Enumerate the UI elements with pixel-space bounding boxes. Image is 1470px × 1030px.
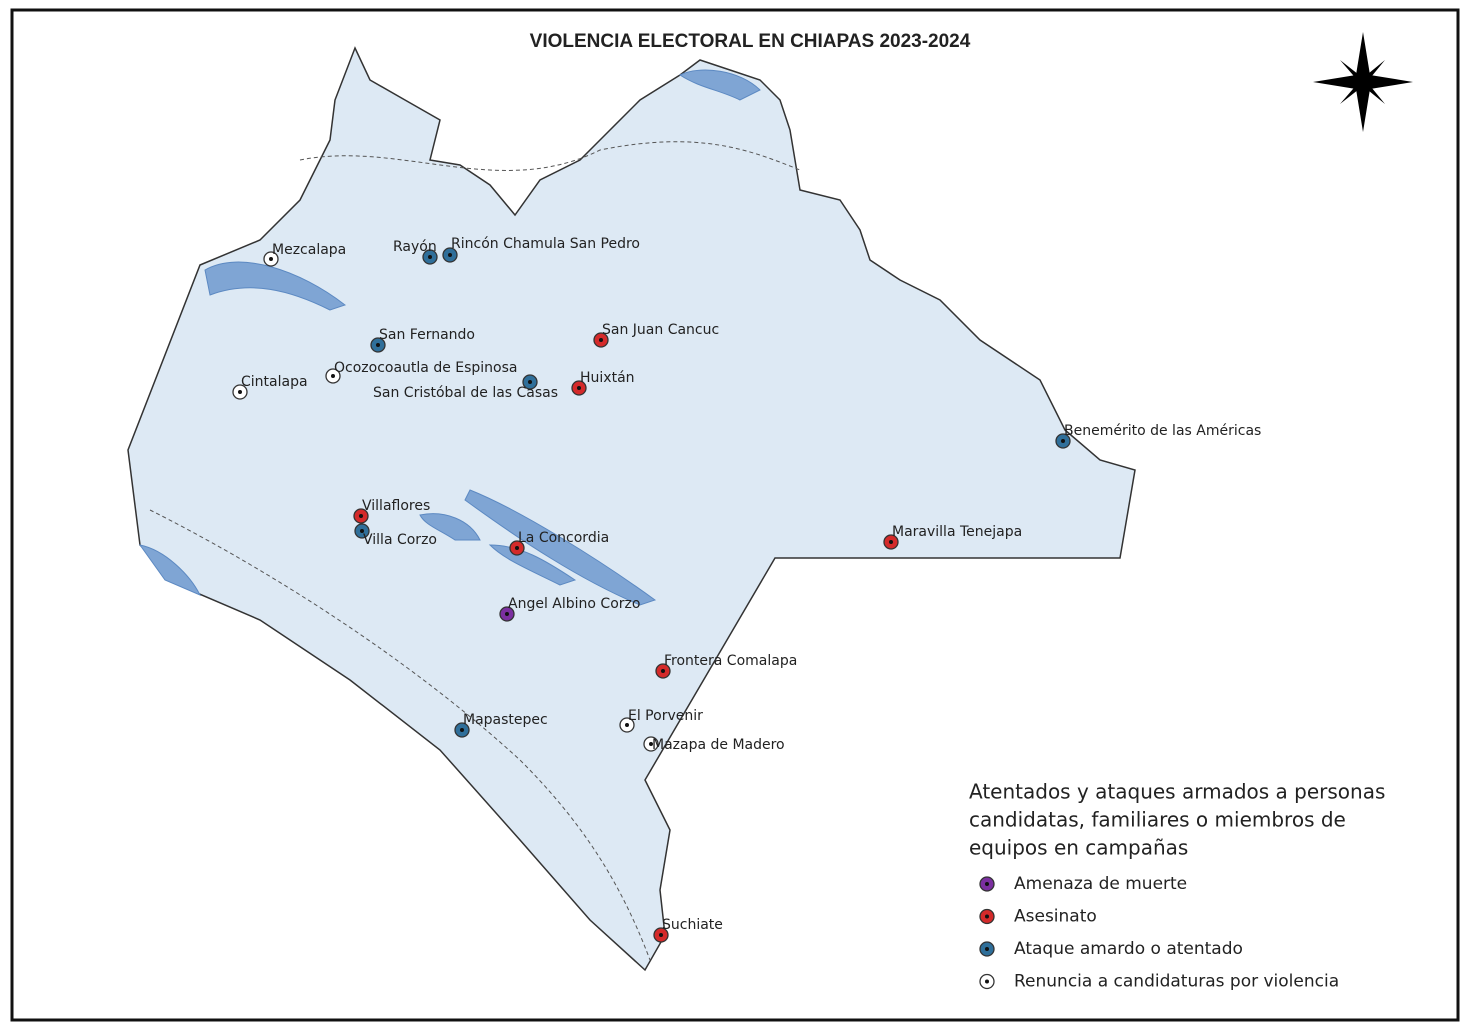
place-label: Maravilla Tenejapa [892, 524, 1022, 540]
place-label: San Juan Cancuc [602, 322, 719, 338]
legend-title: candidatas, familiares o miembros de [969, 808, 1346, 832]
place-label: Frontera Comalapa [664, 653, 797, 669]
place-label: Villa Corzo [363, 532, 437, 548]
marker-dot [505, 612, 509, 616]
marker-dot [985, 914, 989, 919]
place-label: Villaflores [362, 498, 430, 514]
place-label: Benemérito de las Américas [1064, 423, 1261, 439]
marker-dot [649, 742, 653, 746]
lake [678, 69, 761, 101]
map-title: VIOLENCIA ELECTORAL EN CHIAPAS 2023-2024 [530, 31, 971, 52]
marker-dot [599, 338, 603, 342]
compass-point [1363, 75, 1413, 89]
legend-label: Amenaza de muerte [1014, 874, 1187, 894]
lagoon [138, 544, 202, 596]
compass-point [1313, 75, 1363, 89]
marker-dot [889, 540, 893, 544]
marker-dot [659, 933, 663, 937]
marker-dot [331, 374, 335, 378]
reservoir [464, 489, 657, 606]
place-label: Ocozocoautla de Espinosa [334, 360, 518, 376]
legend-label: Ataque amardo o atentado [1014, 939, 1243, 959]
markers: Angel Albino Corzo San Juan Cancuc Huixtán… [232, 236, 1385, 992]
place-label: Suchiate [662, 917, 723, 933]
legend-title: Atentados y ataques armados a personas [969, 780, 1385, 804]
place-label: Mazapa de Madero [652, 737, 785, 753]
state-outline [127, 46, 1136, 972]
place-label: Cintalapa [241, 374, 308, 390]
legend-label: Asesinato [1014, 907, 1097, 927]
marker-dot [985, 947, 989, 951]
place-label: Rincón Chamula San Pedro [451, 236, 640, 252]
marker-dot [577, 386, 581, 390]
marker-dot [269, 257, 273, 261]
reservoir [419, 513, 481, 541]
marker-dot [625, 723, 629, 727]
place-label: San Cristóbal de las Casas [373, 385, 558, 401]
marker-dot [376, 343, 380, 347]
legend-label: Renuncia a candidaturas por violencia [1014, 972, 1339, 992]
marker-dot [460, 728, 464, 732]
marker-dot [448, 253, 452, 257]
place-label: La Concordia [518, 530, 609, 546]
road [149, 509, 651, 961]
compass-point [1356, 32, 1370, 82]
place-label: Mapastepec [463, 712, 548, 728]
marker-dot [661, 669, 665, 673]
marker-dot [985, 979, 989, 984]
place-label: Mezcalapa [272, 242, 346, 258]
marker-dot [360, 529, 364, 533]
marker-dot [359, 514, 363, 518]
marker-dot [528, 380, 532, 384]
municipal-borders [149, 141, 801, 961]
place-label: Huixtán [580, 370, 635, 386]
place-label: San Fernando [379, 327, 475, 343]
compass [1313, 32, 1413, 132]
compass-point [1356, 82, 1370, 132]
marker-dot [515, 546, 519, 550]
marker-dot [238, 390, 242, 394]
reservoir [204, 261, 347, 311]
marker-dot [1061, 439, 1065, 443]
place-label: Angel Albino Corzo [508, 596, 640, 612]
place-label: El Porvenir [628, 708, 703, 724]
road [299, 141, 801, 171]
marker-dot [428, 255, 432, 259]
legend-title: equipos en campañas [969, 836, 1188, 860]
compass-point [1340, 60, 1385, 104]
marker-dot [985, 882, 989, 886]
place-label: Rayón [393, 239, 437, 255]
water-bodies [138, 69, 761, 606]
